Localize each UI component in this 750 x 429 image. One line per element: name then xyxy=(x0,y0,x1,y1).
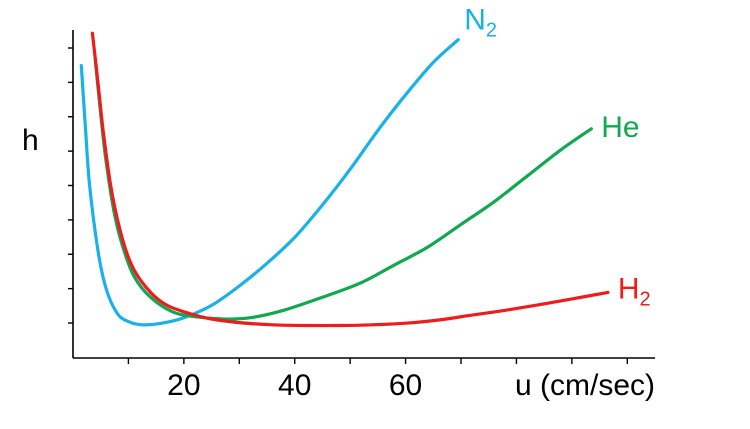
x-axis-tick-labels: 20 40 60 xyxy=(167,369,422,402)
series-lines xyxy=(79,31,610,328)
x-tick-label: 40 xyxy=(278,369,311,402)
series-label-he: He xyxy=(601,111,639,144)
y-axis-ticks xyxy=(68,47,73,324)
series-label-h2: H2 xyxy=(618,272,651,310)
series-line-he xyxy=(93,57,593,321)
series-line-n2 xyxy=(79,38,460,327)
series-label-n2: N2 xyxy=(464,4,497,42)
x-tick-label: 60 xyxy=(389,369,422,402)
series-line-h2 xyxy=(90,31,610,328)
y-axis-label: h xyxy=(22,124,39,157)
x-tick-label: 20 xyxy=(167,369,200,402)
series-labels: N2 He H2 xyxy=(464,4,650,311)
x-axis-ticks xyxy=(127,358,628,364)
x-axis-label: u (cm/sec) xyxy=(515,369,655,402)
